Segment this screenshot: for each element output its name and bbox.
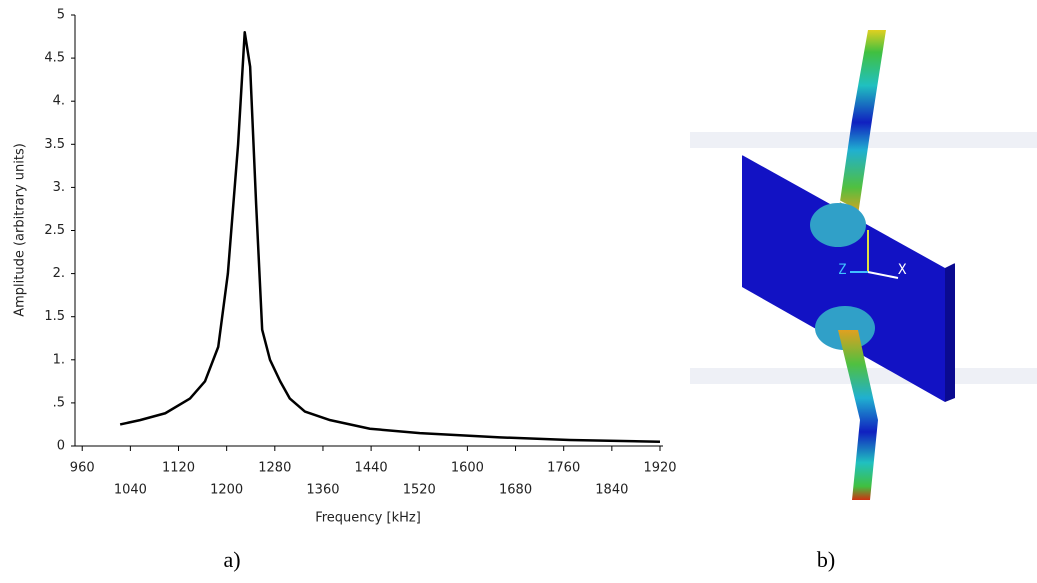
fem-model: Y Z X xyxy=(690,30,1037,500)
axis-label: X xyxy=(898,262,907,278)
x-tick-label: 1200 xyxy=(210,483,243,498)
x-tick-label: 1680 xyxy=(499,483,532,498)
x-tick-label: 1840 xyxy=(595,483,628,498)
caption: a) xyxy=(223,547,240,572)
y-tick-label: 4. xyxy=(53,94,65,109)
x-tick-label: 1760 xyxy=(547,461,580,476)
x-tick-label: 1440 xyxy=(355,461,388,476)
beam-upper xyxy=(838,30,886,215)
y-tick-label: 3. xyxy=(53,180,65,195)
x-axis-label: Frequency [kHz] xyxy=(315,511,421,526)
x-tick-label: 960 xyxy=(70,461,95,476)
x-tick-label: 1520 xyxy=(403,483,436,498)
x-tick-label: 1040 xyxy=(114,483,147,498)
y-tick-label: 1. xyxy=(53,352,65,367)
x-tick-label: 1280 xyxy=(258,461,291,476)
figure: Y Z X a) b) Frequency [kHz] Amplitude (a… xyxy=(0,0,1037,583)
y-tick-label: .5 xyxy=(53,395,65,410)
stress-region xyxy=(810,203,866,247)
x-tick-label: 1360 xyxy=(306,483,339,498)
caption: b) xyxy=(817,547,835,572)
y-tick-label: 1.5 xyxy=(44,309,65,324)
x-tick-label: 1600 xyxy=(451,461,484,476)
y-tick-label: 3.5 xyxy=(44,137,65,152)
y-tick-label: 2. xyxy=(53,266,65,281)
x-tick-label: 1120 xyxy=(162,461,195,476)
x-tick-label: 1920 xyxy=(643,461,676,476)
y-tick-label: 2.5 xyxy=(44,223,65,238)
y-tick-label: 4.5 xyxy=(44,51,65,66)
y-axis-label: Amplitude (arbitrary units) xyxy=(13,143,28,317)
plate-side xyxy=(945,263,955,402)
y-tick-label: 5 xyxy=(57,8,65,23)
axis-label: Z xyxy=(838,262,846,278)
axis-label: Y xyxy=(873,210,882,226)
y-tick-label: 0 xyxy=(57,439,65,454)
data-line xyxy=(120,32,660,441)
